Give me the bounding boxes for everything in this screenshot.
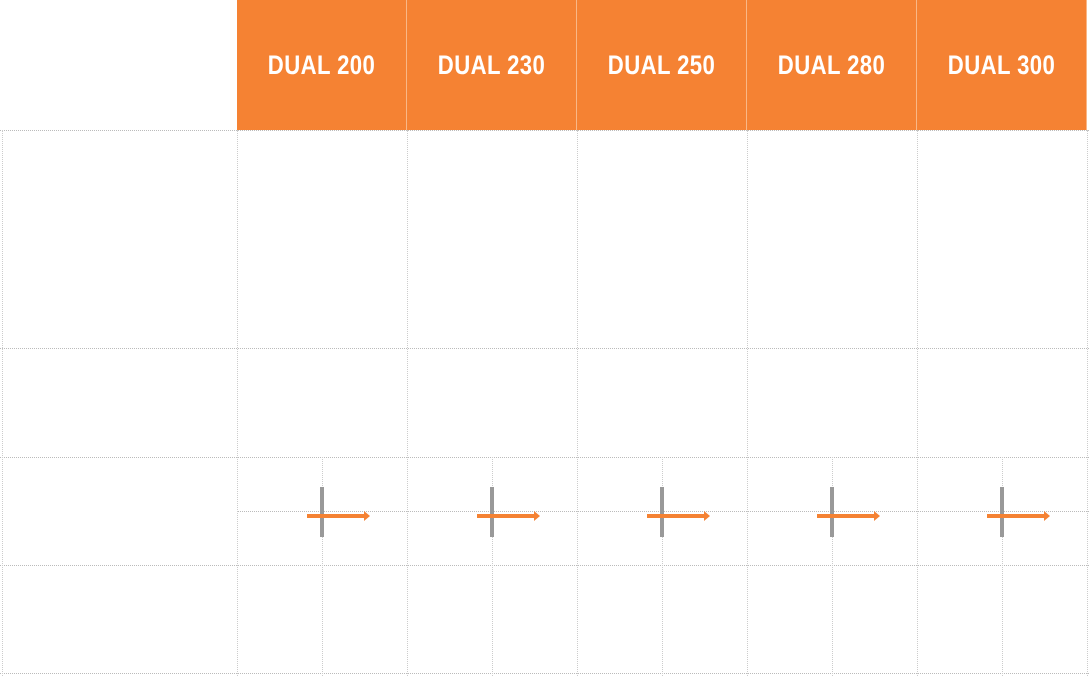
column-divider (1087, 130, 1088, 676)
column-divider (237, 130, 238, 676)
column-center-guide (832, 457, 833, 676)
column-divider (2, 130, 3, 676)
column-header: DUAL 250 (577, 0, 747, 130)
column-center-guide (492, 457, 493, 676)
column-header-label: DUAL 300 (947, 49, 1056, 80)
column-header-label: DUAL 280 (777, 49, 886, 80)
column-header-label: DUAL 250 (607, 49, 716, 80)
column-divider (407, 130, 408, 676)
column-divider (747, 130, 748, 676)
row-divider (0, 673, 1089, 674)
row-divider (0, 130, 1089, 131)
row-divider (0, 565, 1089, 566)
column-center-guide (662, 457, 663, 676)
column-divider (577, 130, 578, 676)
row-divider (0, 457, 1089, 458)
row-divider (0, 348, 1089, 349)
column-center-guide (1002, 457, 1003, 676)
column-header-label: DUAL 200 (267, 49, 376, 80)
column-header: DUAL 280 (747, 0, 917, 130)
column-header: DUAL 300 (917, 0, 1087, 130)
column-header: DUAL 230 (407, 0, 577, 130)
column-header: DUAL 200 (237, 0, 407, 130)
column-header-label: DUAL 230 (437, 49, 546, 80)
column-divider (917, 130, 918, 676)
column-center-guide (322, 457, 323, 676)
